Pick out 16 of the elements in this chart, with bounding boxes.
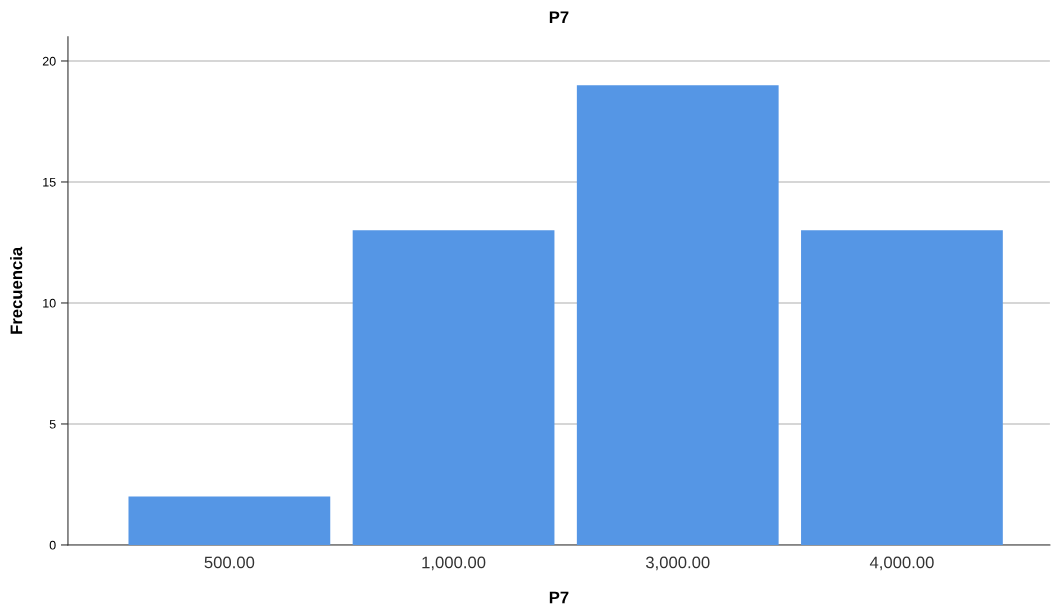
y-tick-label: 5 (49, 419, 56, 429)
y-tick-label: 20 (42, 56, 56, 66)
y-tick-label: 0 (49, 540, 56, 550)
x-tick-label: 1,000.00 (422, 556, 486, 571)
y-tick-label: 15 (43, 177, 56, 187)
y-tick-label: 10 (43, 298, 56, 308)
chart-title: P7 (549, 11, 569, 23)
x-axis-title: P7 (549, 591, 569, 604)
bar (352, 230, 555, 545)
y-axis-title: Frecuencia (10, 246, 23, 334)
bar (801, 230, 1003, 545)
x-tick-label: 500.00 (204, 556, 255, 569)
x-tick-label: 3,000.00 (645, 556, 710, 571)
bar (576, 85, 779, 545)
x-tick-label: 4,000.00 (869, 556, 934, 571)
bar (128, 496, 331, 545)
